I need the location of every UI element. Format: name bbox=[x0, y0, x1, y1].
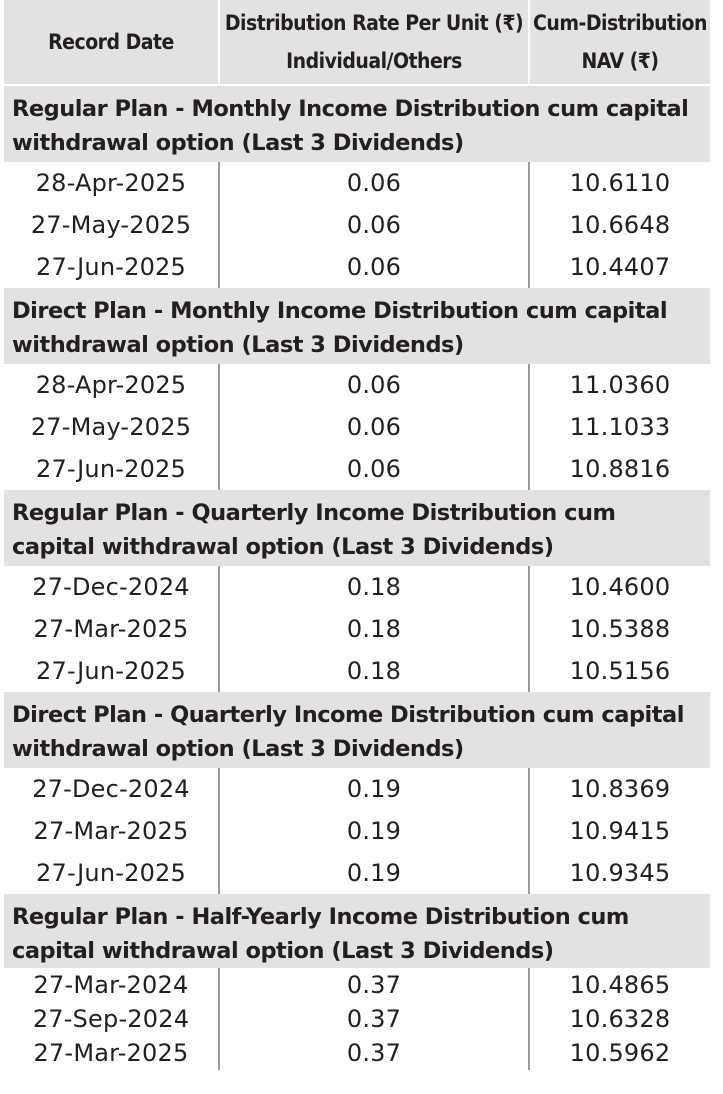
nav-cell: 10.4600 bbox=[569, 573, 671, 601]
table-row: 27-Jun-2025 0.19 10.9345 bbox=[4, 852, 710, 894]
distribution-rate-cell: 0.18 bbox=[220, 650, 530, 692]
record-date-cell: 28-Apr-2025 bbox=[4, 162, 220, 204]
record-date-cell: 27-May-2025 bbox=[4, 204, 220, 246]
record-date-cell: 27-Sep-2024 bbox=[4, 1002, 220, 1036]
header-distribution-rate: Distribution Rate Per Unit (₹) Individua… bbox=[220, 0, 530, 84]
record-date-cell: 27-Mar-2025 bbox=[4, 608, 220, 650]
nav-cell: 10.4865 bbox=[569, 971, 671, 999]
table-row: 27-Jun-2025 0.06 10.8816 bbox=[4, 448, 710, 490]
nav-cell: 10.8816 bbox=[569, 455, 671, 483]
table-row: 27-Mar-2024 0.37 10.4865 bbox=[4, 968, 710, 1002]
record-date-cell: 27-Jun-2025 bbox=[4, 448, 220, 490]
table-row: 27-Mar-2025 0.19 10.9415 bbox=[4, 810, 710, 852]
distribution-rate-cell: 0.06 bbox=[220, 406, 530, 448]
table-row: 28-Apr-2025 0.06 10.6110 bbox=[4, 162, 710, 204]
section-rows: 28-Apr-2025 0.06 11.0360 27-May-2025 0.0… bbox=[4, 364, 710, 490]
distribution-rate-cell: 0.06 bbox=[220, 204, 530, 246]
nav-cell: 10.8369 bbox=[569, 775, 671, 803]
section-title: Direct Plan - Quarterly Income Distribut… bbox=[4, 692, 710, 768]
table-row: 27-Dec-2024 0.18 10.4600 bbox=[4, 566, 710, 608]
record-date-cell: 27-Mar-2024 bbox=[4, 968, 220, 1002]
nav-cell: 10.6110 bbox=[569, 169, 671, 197]
record-date-cell: 27-Jun-2025 bbox=[4, 650, 220, 692]
nav-cell: 10.6328 bbox=[569, 1005, 671, 1033]
section-rows: 27-Dec-2024 0.18 10.4600 27-Mar-2025 0.1… bbox=[4, 566, 710, 692]
distribution-rate-cell: 0.06 bbox=[220, 364, 530, 406]
table-row: 27-Mar-2025 0.18 10.5388 bbox=[4, 608, 710, 650]
table-row: 27-May-2025 0.06 10.6648 bbox=[4, 204, 710, 246]
table-row: 27-May-2025 0.06 11.1033 bbox=[4, 406, 710, 448]
table-row: 27-Jun-2025 0.06 10.4407 bbox=[4, 246, 710, 288]
table-row: 28-Apr-2025 0.06 11.0360 bbox=[4, 364, 710, 406]
nav-cell: 10.5388 bbox=[569, 615, 671, 643]
distribution-rate-cell: 0.18 bbox=[220, 566, 530, 608]
table-row: 27-Mar-2025 0.37 10.5962 bbox=[4, 1036, 710, 1070]
nav-cell: 10.9345 bbox=[569, 859, 671, 887]
record-date-cell: 27-Jun-2025 bbox=[4, 852, 220, 894]
record-date-cell: 27-May-2025 bbox=[4, 406, 220, 448]
distribution-rate-cell: 0.19 bbox=[220, 852, 530, 894]
distribution-rate-cell: 0.06 bbox=[220, 162, 530, 204]
section-title: Regular Plan - Half-Yearly Income Distri… bbox=[4, 894, 710, 968]
record-date-cell: 27-Dec-2024 bbox=[4, 768, 220, 810]
distribution-rate-cell: 0.19 bbox=[220, 810, 530, 852]
section-rows: 27-Mar-2024 0.37 10.4865 27-Sep-2024 0.3… bbox=[4, 968, 710, 1070]
nav-cell: 10.5156 bbox=[569, 657, 671, 685]
nav-cell: 10.9415 bbox=[569, 817, 671, 845]
record-date-cell: 27-Jun-2025 bbox=[4, 246, 220, 288]
table-row: 27-Jun-2025 0.18 10.5156 bbox=[4, 650, 710, 692]
nav-cell: 11.0360 bbox=[569, 371, 671, 399]
section-title: Regular Plan - Quarterly Income Distribu… bbox=[4, 490, 710, 566]
table-row: 27-Sep-2024 0.37 10.6328 bbox=[4, 1002, 710, 1036]
header-record-date: Record Date bbox=[4, 0, 220, 84]
record-date-cell: 27-Mar-2025 bbox=[4, 810, 220, 852]
section-title: Direct Plan - Monthly Income Distributio… bbox=[4, 288, 710, 364]
nav-cell: 11.1033 bbox=[569, 413, 671, 441]
table-header-row: Record Date Distribution Rate Per Unit (… bbox=[4, 0, 710, 86]
header-cum-distribution-nav: Cum-Distribution NAV (₹) bbox=[530, 0, 710, 84]
section-title: Regular Plan - Monthly Income Distributi… bbox=[4, 86, 710, 162]
nav-cell: 10.5962 bbox=[569, 1039, 671, 1067]
distribution-rate-cell: 0.19 bbox=[220, 768, 530, 810]
distribution-rate-cell: 0.37 bbox=[220, 1036, 530, 1070]
section-rows: 27-Dec-2024 0.19 10.8369 27-Mar-2025 0.1… bbox=[4, 768, 710, 894]
distribution-rate-cell: 0.18 bbox=[220, 608, 530, 650]
distribution-rate-cell: 0.06 bbox=[220, 246, 530, 288]
record-date-cell: 27-Mar-2025 bbox=[4, 1036, 220, 1070]
distribution-rate-cell: 0.06 bbox=[220, 448, 530, 490]
table-row: 27-Dec-2024 0.19 10.8369 bbox=[4, 768, 710, 810]
nav-cell: 10.6648 bbox=[569, 211, 671, 239]
distribution-rate-cell: 0.37 bbox=[220, 968, 530, 1002]
nav-cell: 10.4407 bbox=[569, 253, 671, 281]
distribution-rate-cell: 0.37 bbox=[220, 1002, 530, 1036]
section-rows: 28-Apr-2025 0.06 10.6110 27-May-2025 0.0… bbox=[4, 162, 710, 288]
dividend-history-table: Record Date Distribution Rate Per Unit (… bbox=[4, 0, 710, 1070]
record-date-cell: 27-Dec-2024 bbox=[4, 566, 220, 608]
record-date-cell: 28-Apr-2025 bbox=[4, 364, 220, 406]
